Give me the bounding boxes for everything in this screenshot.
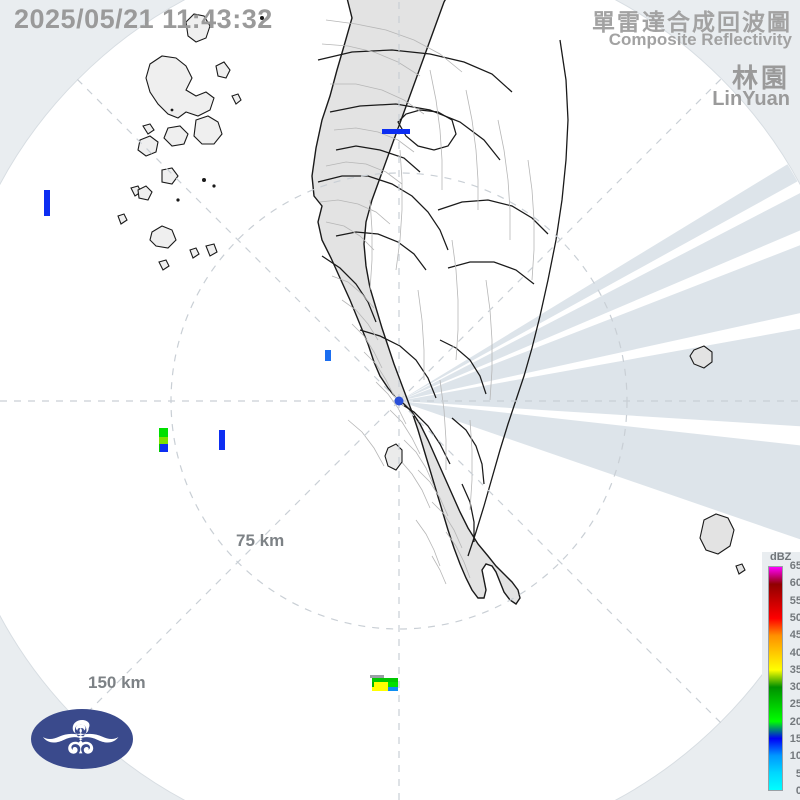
timestamp-label: 2025/05/21 11:43:32	[14, 4, 273, 34]
taiwan-landmass	[311, 0, 521, 605]
green-island	[699, 513, 746, 575]
colorbar-tick-60: 60	[789, 577, 800, 590]
echo-coast-sm	[325, 350, 331, 361]
echo-cell	[372, 687, 388, 691]
colorbar-gradient-strip	[768, 566, 783, 791]
colorbar-tick-20: 20	[789, 715, 800, 728]
logo-wave-mark	[43, 720, 119, 754]
colorbar-tick-55: 55	[789, 594, 800, 607]
central-mountain-range-boundary	[467, 39, 569, 557]
township-boundaries	[319, 19, 535, 585]
echo-cell	[388, 682, 398, 687]
colorbar-unit-label: dBZ	[770, 551, 792, 563]
echo-cell	[372, 678, 398, 682]
lanyu-island	[689, 345, 713, 369]
colorbar-tick-15: 15	[789, 733, 800, 746]
colorbar-tick-45: 45	[789, 629, 800, 642]
station-name-english: LinYuan	[712, 88, 790, 110]
colorbar-tick-5: 5	[795, 767, 800, 780]
echo-cell	[370, 675, 384, 678]
range-label-150km: 150 km	[88, 673, 146, 692]
echo-taichung	[382, 129, 410, 134]
echo-cell	[159, 428, 168, 437]
colorbar-tick-40: 40	[789, 646, 800, 659]
colorbar-tick-25: 25	[789, 698, 800, 711]
beam-blockage-sectors	[399, 120, 800, 560]
echo-cell	[388, 687, 398, 691]
station-name-chinese: 林園	[731, 63, 790, 93]
product-title-english: Composite Reflectivity	[608, 30, 792, 49]
colorbar-tick-10: 10	[789, 750, 800, 763]
echo-cell	[159, 437, 168, 444]
echo-sw-b	[219, 430, 225, 450]
echo-cell	[374, 682, 388, 687]
colorbar-tick-65: 65	[789, 560, 800, 572]
reflectivity-colorbar: dBZ 65 60 55 50 45 40 35 30 25 20 15 10 5 0	[762, 551, 800, 800]
offshore-islets	[170, 16, 264, 202]
county-boundaries	[317, 49, 549, 542]
colorbar-tick-labels: 65 60 55 50 45 40 35 30 25 20 15 10 5 0	[785, 560, 800, 797]
colorbar-tick-0: 0	[795, 785, 800, 797]
echo-cell	[160, 444, 168, 452]
range-label-75km: 75 km	[236, 531, 285, 550]
radar-station-marker	[394, 396, 404, 406]
cwa-logo	[30, 708, 134, 770]
penghu-islands	[117, 13, 242, 271]
product-title-chinese: 單雷達合成回波圖	[592, 9, 792, 35]
colorbar-tick-30: 30	[789, 681, 800, 694]
echo-penghu-w	[44, 190, 50, 216]
xiaoliuqiu-island	[384, 443, 403, 471]
colorbar-tick-35: 35	[789, 663, 800, 676]
colorbar-tick-50: 50	[789, 611, 800, 624]
